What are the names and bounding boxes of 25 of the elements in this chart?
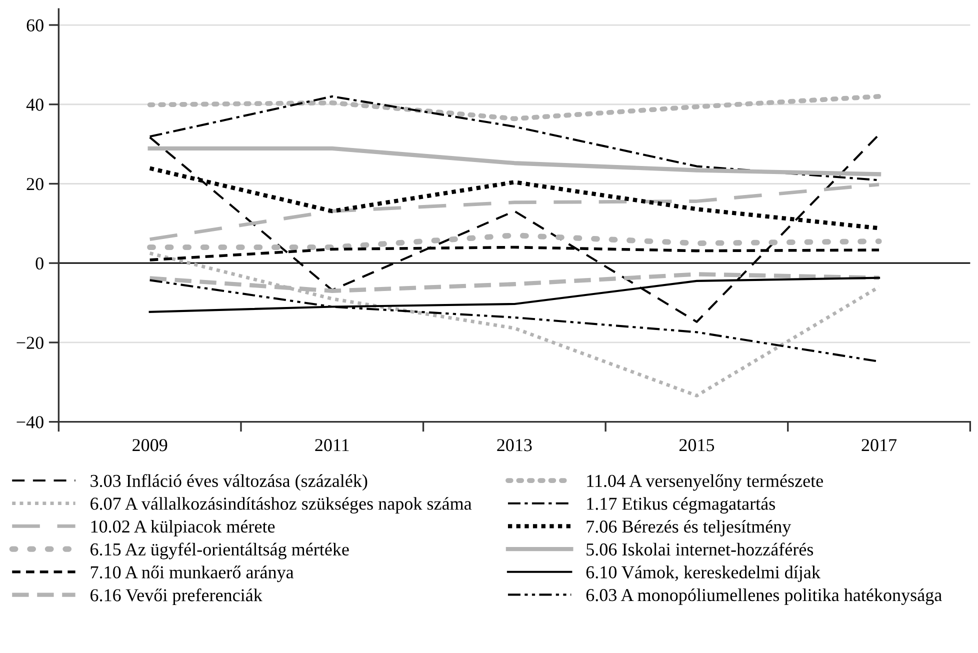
y-tick-label: 20 — [26, 178, 44, 190]
line-series — [147, 94, 882, 122]
legend-label: 11.04 A versenyelőny természete — [587, 474, 823, 491]
x-tick-label: 2009 — [132, 439, 168, 452]
legend-label: 6.07 A vállalkozásindításhoz szükséges napok száma — [90, 497, 472, 514]
legend-label: 5.06 Iskolai internet-hozzáférés — [586, 542, 814, 556]
y-tick-label: −20 — [16, 336, 44, 349]
legend-label: 6.10 Vámok, kereskedelmi díjak — [586, 566, 820, 582]
y-tick-label: 40 — [26, 98, 44, 111]
legend-label: 10.02 A külpiacok mérete — [91, 520, 275, 536]
x-tick-label: 2013 — [497, 439, 532, 452]
legend-label: 6.16 Vevői preferenciák — [90, 588, 262, 605]
legend-label: 7.06 Bérezés és teljesítmény — [586, 520, 792, 536]
y-tick-label: 0 — [36, 257, 44, 270]
x-tick-label: 2017 — [862, 439, 897, 452]
legend-label: 6.15 Az ügyfél-orientáltság mértéke — [90, 542, 349, 560]
x-tick-label: 2011 — [315, 439, 349, 452]
y-tick-label: −40 — [16, 416, 44, 428]
legend-label: 1.17 Etikus cégmagatartás — [587, 497, 775, 514]
legend-label: 7.10 A női munkaerő aránya — [90, 566, 294, 582]
legend-label: 6.03 A monopóliumellenes politika hatékonysága — [586, 588, 942, 605]
legend-label: 3.03 Infláció éves változása (százalék) — [90, 474, 368, 491]
x-tick-label: 2015 — [679, 439, 714, 452]
y-tick-label: 60 — [26, 19, 44, 32]
line-series — [148, 146, 882, 176]
